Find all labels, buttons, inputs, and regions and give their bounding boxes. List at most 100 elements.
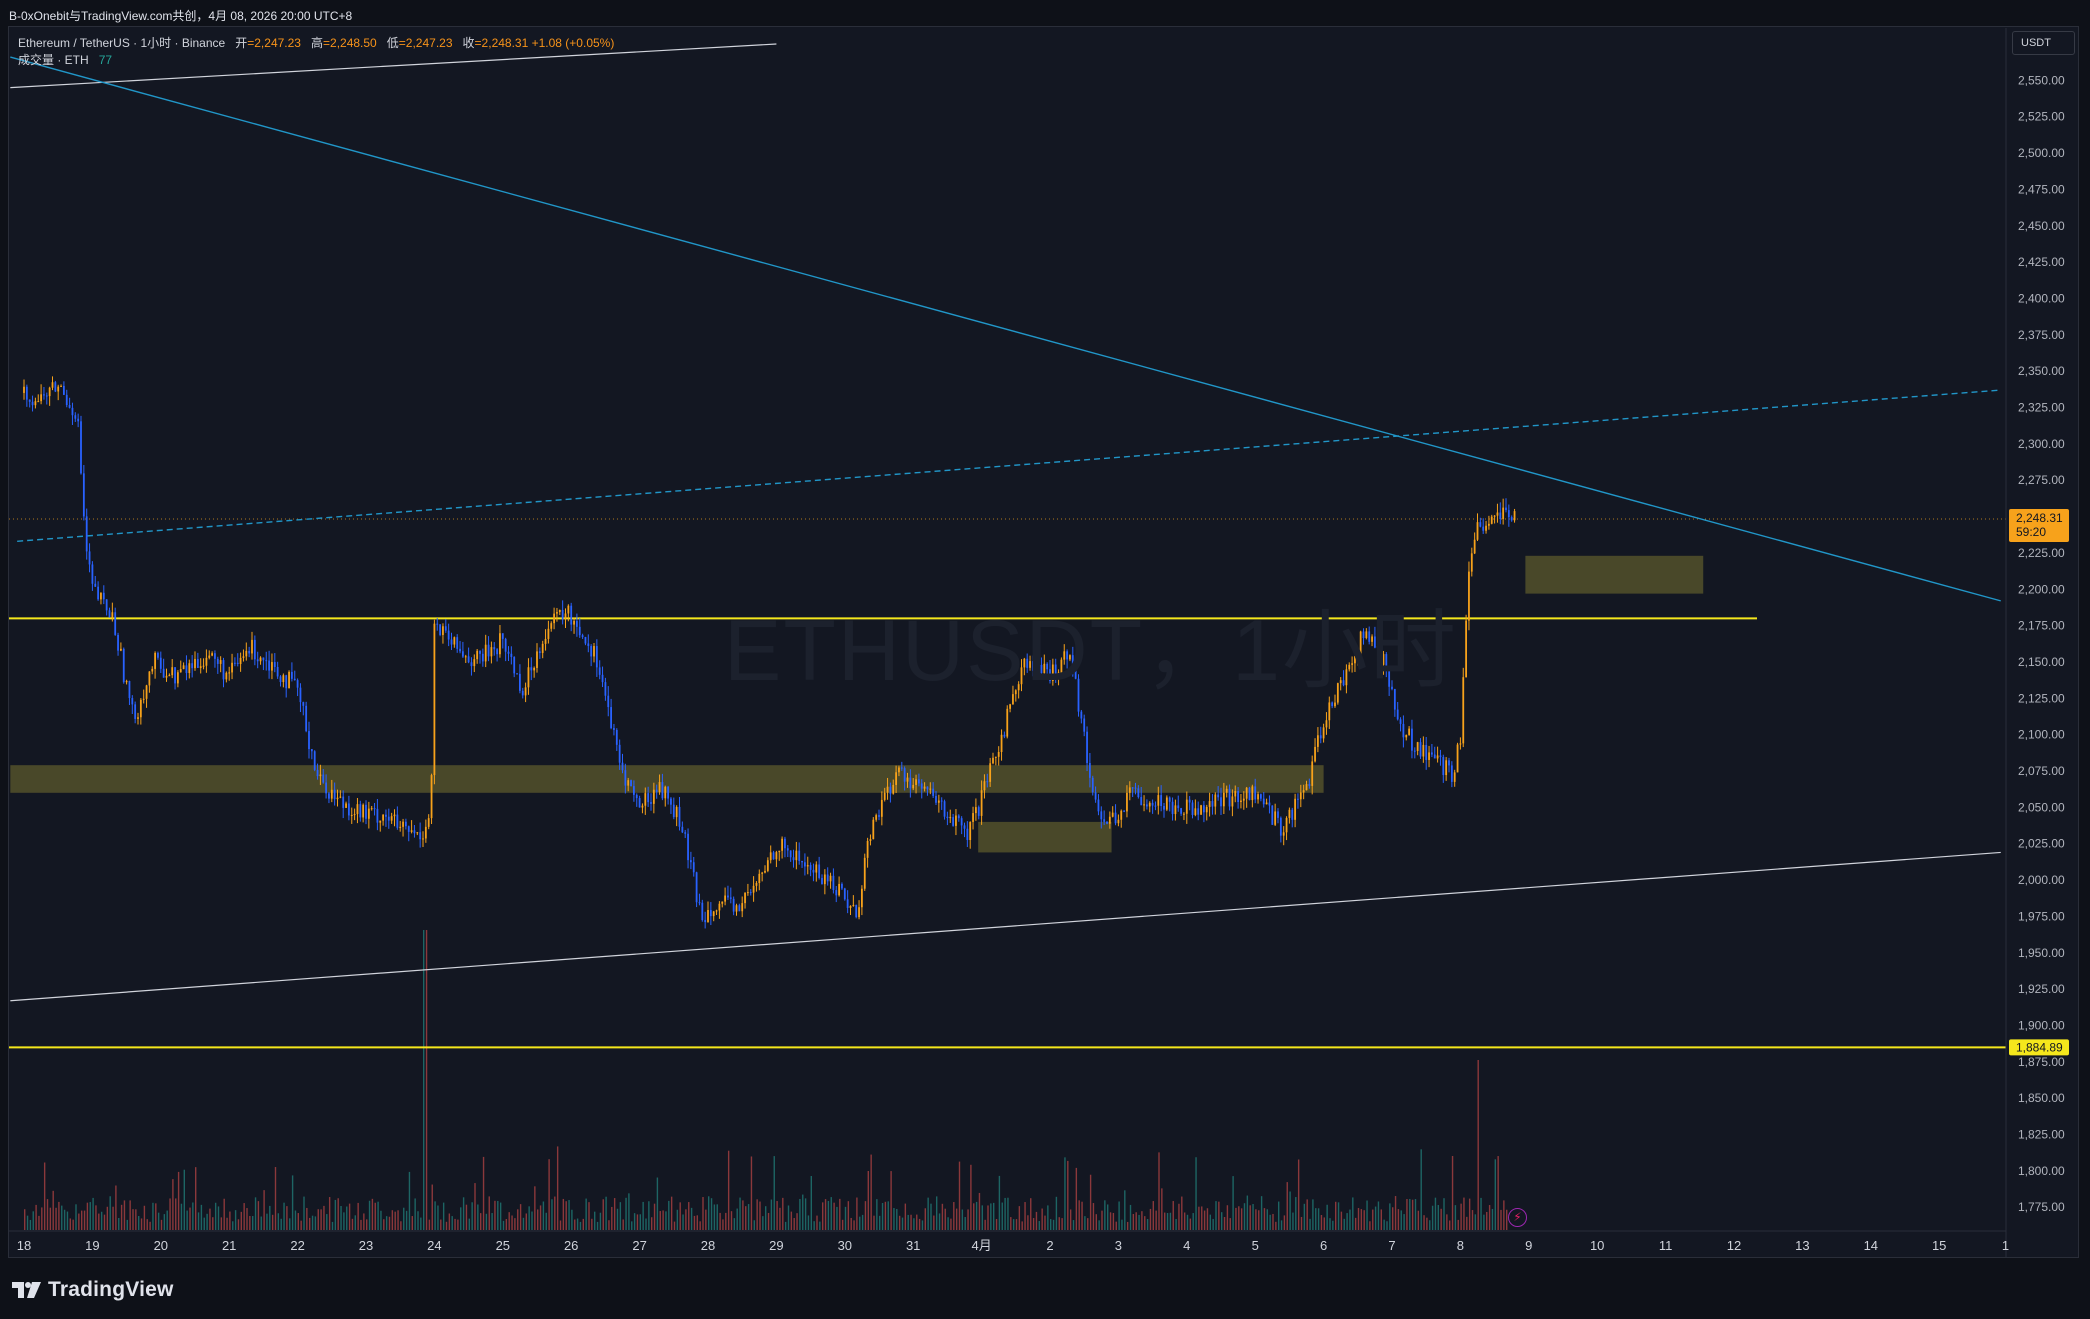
volume-label[interactable]: 成交量 · ETH xyxy=(18,53,89,67)
volume-bar xyxy=(1389,1203,1391,1230)
candle-body xyxy=(151,668,154,672)
candle-body xyxy=(1291,809,1294,820)
candle-body xyxy=(1268,802,1271,806)
candle-body xyxy=(1319,735,1322,739)
volume-bar xyxy=(229,1211,231,1230)
candle-body xyxy=(1388,670,1391,687)
lightning-icon[interactable]: ⚡ xyxy=(1508,1208,1527,1227)
volume-bar xyxy=(953,1202,955,1230)
volume-bar xyxy=(1215,1201,1217,1230)
candle-body xyxy=(576,620,578,627)
volume-bar xyxy=(978,1192,981,1230)
volume-bar xyxy=(770,1199,773,1230)
candle-body xyxy=(1411,728,1413,751)
volume-bar xyxy=(784,1221,787,1230)
candle-body xyxy=(288,671,290,689)
volume-bar xyxy=(648,1201,650,1230)
candle-body xyxy=(1228,788,1231,807)
candle-body xyxy=(1009,704,1011,709)
candle-body xyxy=(333,789,336,800)
volume-bar xyxy=(539,1205,542,1230)
volume-bar xyxy=(451,1216,453,1230)
volume-bar xyxy=(668,1200,670,1230)
volume-bar xyxy=(1349,1209,1351,1230)
candle-body xyxy=(225,672,228,680)
volume-bar xyxy=(351,1218,354,1230)
price-tick-label: 1,800.00 xyxy=(2018,1164,2065,1178)
candle-body xyxy=(652,789,655,804)
volume-bar xyxy=(998,1175,1001,1230)
candle-body xyxy=(1157,795,1160,806)
volume-bar xyxy=(793,1218,795,1230)
price-tick-label: 2,400.00 xyxy=(2018,291,2065,305)
candle-body xyxy=(727,895,729,898)
candle-body xyxy=(587,643,590,646)
symbol-title[interactable]: Ethereum / TetherUS · 1小时 · Binance xyxy=(18,36,226,50)
volume-bar xyxy=(454,1218,456,1230)
candle-body xyxy=(427,818,430,827)
candle-body xyxy=(766,860,769,871)
volume-bar xyxy=(32,1211,34,1230)
volume-bar xyxy=(542,1201,545,1230)
volume-bar xyxy=(180,1203,183,1230)
volume-bar xyxy=(1357,1208,1360,1230)
volume-bar xyxy=(588,1202,590,1230)
candle-body xyxy=(1436,755,1439,759)
candle-body xyxy=(624,770,627,786)
volume-bar xyxy=(1454,1205,1457,1230)
candle-body xyxy=(1274,811,1277,825)
candle-body xyxy=(701,902,704,921)
candle-body xyxy=(68,404,71,408)
chart-frame[interactable] xyxy=(8,26,2079,1258)
volume-bar xyxy=(611,1206,613,1230)
candle-body xyxy=(675,806,678,818)
candle-body xyxy=(838,883,840,896)
volume-bar xyxy=(1258,1210,1260,1230)
volume-bar xyxy=(571,1209,573,1230)
candle-body xyxy=(655,789,658,793)
candle-body xyxy=(1000,734,1003,753)
candle-body xyxy=(43,394,45,396)
candle-body xyxy=(430,775,433,819)
volume-bar xyxy=(964,1217,966,1230)
candle-body xyxy=(880,799,883,817)
volume-bar xyxy=(354,1215,356,1230)
candle-body xyxy=(196,658,199,668)
candle-body xyxy=(305,705,308,732)
candle-body xyxy=(145,685,148,699)
volume-bar xyxy=(870,1154,872,1230)
candle-body xyxy=(1208,801,1211,807)
volume-bar xyxy=(1466,1216,1468,1230)
volume-bar xyxy=(146,1219,148,1230)
volume-bar xyxy=(656,1177,659,1230)
volume-bar xyxy=(189,1207,191,1230)
candle-body xyxy=(764,870,766,873)
volume-bar xyxy=(1457,1219,1459,1230)
volume-bar xyxy=(653,1203,656,1230)
price-tick-label: 2,200.00 xyxy=(2018,582,2065,596)
price-tick-label: 2,475.00 xyxy=(2018,182,2065,196)
volume-bar xyxy=(1232,1176,1234,1230)
candle-body xyxy=(712,911,715,917)
candle-body xyxy=(1305,784,1308,791)
volume-bar xyxy=(1252,1204,1254,1230)
candle-body xyxy=(530,667,533,671)
candle-body xyxy=(1431,752,1433,755)
tradingview-logo[interactable]: TradingView xyxy=(12,1278,174,1302)
volume-bar xyxy=(257,1201,260,1230)
volume-bar xyxy=(206,1213,208,1230)
candle-body xyxy=(1108,816,1111,824)
symbol-watermark: ETHUSDT，1小时 xyxy=(724,603,1458,699)
top-bar: B-0xOnebit与TradingView.com共创，4月 08, 2026… xyxy=(0,0,2090,26)
currency-unit-button[interactable]: USDT xyxy=(2012,31,2075,55)
volume-bar xyxy=(388,1216,391,1230)
candle-body xyxy=(732,898,735,912)
volume-bar xyxy=(291,1175,294,1230)
candle-body xyxy=(1496,512,1499,516)
volume-bar xyxy=(220,1217,223,1230)
volume-bar xyxy=(841,1219,844,1230)
candle-body xyxy=(915,779,917,785)
candle-body xyxy=(1040,664,1043,674)
candle-body xyxy=(613,728,615,730)
